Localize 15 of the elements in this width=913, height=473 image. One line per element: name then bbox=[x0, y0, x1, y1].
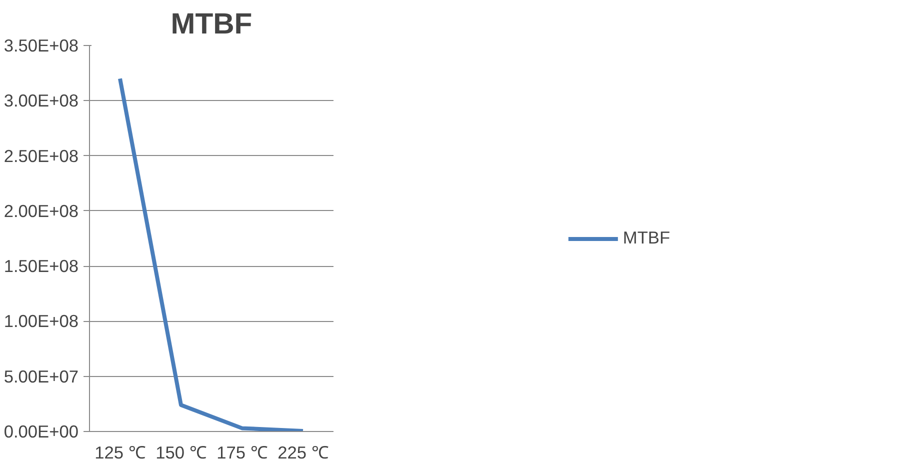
y-tick-label: 3.50E+08 bbox=[4, 36, 79, 56]
y-tick-label: 0.00E+00 bbox=[4, 422, 79, 442]
y-tick-label: 2.50E+08 bbox=[4, 146, 79, 166]
x-tick-label: 125 ℃ bbox=[94, 442, 146, 462]
y-tick-label: 1.00E+08 bbox=[4, 311, 79, 332]
x-tick-label: 225 ℃ bbox=[278, 442, 328, 462]
y-tick-label: 5.00E+07 bbox=[4, 366, 79, 386]
x-tick-label: 150 ℃ bbox=[156, 442, 206, 462]
line-series bbox=[118, 76, 305, 432]
y-tick-label: 3.00E+08 bbox=[4, 90, 79, 111]
y-tick-label: 2.00E+08 bbox=[4, 200, 79, 221]
legend-label: MTBF bbox=[622, 228, 670, 248]
y-tick-label: 1.50E+08 bbox=[4, 256, 79, 276]
chart-title: MTBF bbox=[170, 8, 252, 40]
x-tick-label: 175 ℃ bbox=[216, 442, 268, 462]
